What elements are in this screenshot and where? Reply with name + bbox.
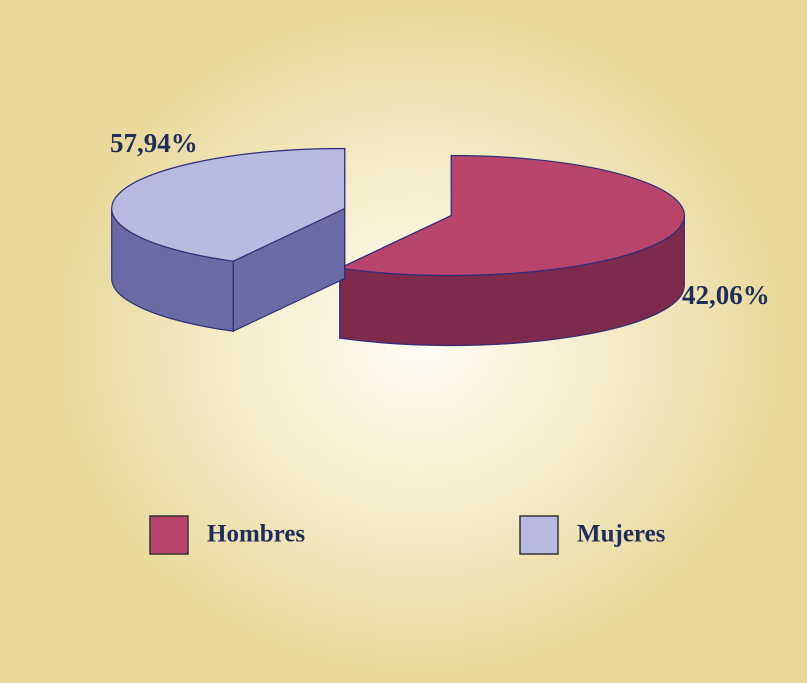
slice-top [111, 147, 346, 262]
legend-swatch [149, 515, 189, 555]
slice-top [337, 154, 685, 277]
legend-swatch [519, 515, 559, 555]
data-label: 42,06% [682, 280, 770, 310]
data-label: 57,94% [110, 128, 198, 158]
legend-label: Mujeres [577, 521, 666, 548]
legend-label: Hombres [207, 521, 305, 548]
